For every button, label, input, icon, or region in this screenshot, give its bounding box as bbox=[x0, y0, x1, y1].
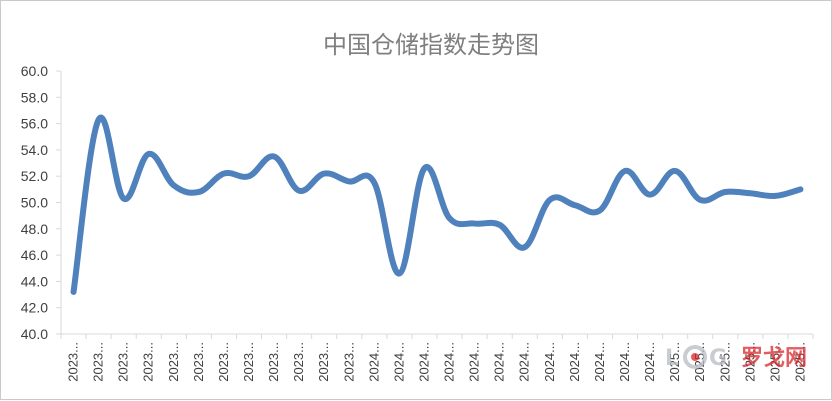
y-tick-label: 56.0 bbox=[21, 116, 48, 132]
data-point bbox=[673, 169, 677, 173]
y-tick-label: 50.0 bbox=[21, 195, 48, 211]
data-point bbox=[448, 216, 452, 220]
data-point bbox=[648, 193, 652, 197]
watermark-letter: L bbox=[665, 346, 679, 371]
data-point bbox=[247, 174, 251, 178]
x-tick-label: 2024... bbox=[567, 342, 582, 382]
data-point bbox=[598, 208, 602, 212]
data-point bbox=[473, 222, 477, 226]
data-point bbox=[272, 154, 276, 158]
x-tick-label: 2024... bbox=[366, 342, 381, 382]
watermark-ring-icon bbox=[683, 345, 707, 369]
data-point bbox=[548, 198, 552, 202]
x-tick-label: 2023... bbox=[116, 342, 131, 382]
x-tick-label: 2023... bbox=[141, 342, 156, 382]
data-point bbox=[72, 290, 76, 294]
x-tick-label: 2023... bbox=[216, 342, 231, 382]
y-tick-label: 42.0 bbox=[21, 300, 48, 316]
chart-title: 中国仓储指数走势图 bbox=[323, 31, 539, 59]
data-point bbox=[773, 194, 777, 198]
y-tick-label: 60.0 bbox=[21, 63, 48, 79]
y-tick-label: 54.0 bbox=[21, 142, 48, 158]
data-point bbox=[623, 169, 627, 173]
x-tick-label: 2024... bbox=[517, 342, 532, 382]
data-point bbox=[97, 118, 101, 122]
x-tick-label: 2023... bbox=[91, 342, 106, 382]
y-tick-label: 52.0 bbox=[21, 168, 48, 184]
data-point bbox=[573, 203, 577, 207]
y-tick-label: 44.0 bbox=[21, 273, 48, 289]
data-point bbox=[523, 245, 527, 249]
y-tick-label: 48.0 bbox=[21, 221, 48, 237]
x-tick-label: 2024... bbox=[542, 342, 557, 382]
x-tick-label: 2025... bbox=[742, 342, 757, 382]
x-tick-label: 2023... bbox=[341, 342, 356, 382]
x-tick-label: 2025... bbox=[717, 342, 732, 382]
y-axis-ticks: 40.0 42.0 44.0 46.0 48.0 50.0 52.0 54.0 56.0 58.0… bbox=[21, 63, 61, 342]
watermark-logo: L G 罗戈网 bbox=[665, 345, 807, 371]
watermark-brand-text: 罗戈网 bbox=[741, 346, 807, 371]
series-line bbox=[70, 114, 804, 295]
data-point bbox=[422, 166, 426, 170]
data-point bbox=[172, 183, 176, 187]
series-layer bbox=[70, 114, 804, 295]
watermark-dot-icon bbox=[691, 353, 699, 361]
data-point bbox=[347, 179, 351, 183]
x-tick-label: 2023... bbox=[291, 342, 306, 382]
x-tick-label: 2025... bbox=[792, 342, 807, 382]
x-tick-label: 2024... bbox=[416, 342, 431, 382]
x-tick-label: 2025... bbox=[767, 342, 782, 382]
data-point bbox=[748, 191, 752, 195]
data-point bbox=[147, 152, 151, 156]
data-point bbox=[397, 272, 401, 276]
data-point bbox=[222, 172, 226, 176]
watermark-logo-mark: L G 罗戈网 bbox=[665, 345, 807, 371]
data-point bbox=[197, 190, 201, 194]
y-tick-label: 58.0 bbox=[21, 89, 48, 105]
data-point bbox=[798, 187, 802, 191]
x-tick-label: 2023... bbox=[191, 342, 206, 382]
data-point bbox=[698, 198, 702, 202]
data-point bbox=[372, 181, 376, 185]
x-tick-label: 2025... bbox=[667, 342, 682, 382]
x-tick-label: 2024... bbox=[391, 342, 406, 382]
x-tick-label: 2024... bbox=[592, 342, 607, 382]
x-tick-label: 2023... bbox=[316, 342, 331, 382]
x-tick-label: 2023... bbox=[241, 342, 256, 382]
data-point bbox=[723, 190, 727, 194]
data-point bbox=[122, 197, 126, 201]
x-tick-label: 2023... bbox=[166, 342, 181, 382]
x-tick-label: 2024... bbox=[467, 342, 482, 382]
data-point bbox=[498, 223, 502, 227]
x-tick-label: 2024... bbox=[442, 342, 457, 382]
data-point bbox=[297, 189, 301, 193]
watermark-letter: G bbox=[709, 346, 727, 371]
x-tick-label: 2024... bbox=[492, 342, 507, 382]
x-tick-label: 2024... bbox=[642, 342, 657, 382]
data-point bbox=[322, 172, 326, 176]
x-tick-label: 2023... bbox=[66, 342, 81, 382]
x-tick-label: 2024... bbox=[617, 342, 632, 382]
y-tick-label: 46.0 bbox=[21, 247, 48, 263]
x-axis-ticks: 2023... 2023... 2023... 2023... 2023... 2023.… bbox=[60, 334, 814, 382]
y-tick-label: 40.0 bbox=[21, 326, 48, 342]
x-tick-label: 2023... bbox=[266, 342, 281, 382]
